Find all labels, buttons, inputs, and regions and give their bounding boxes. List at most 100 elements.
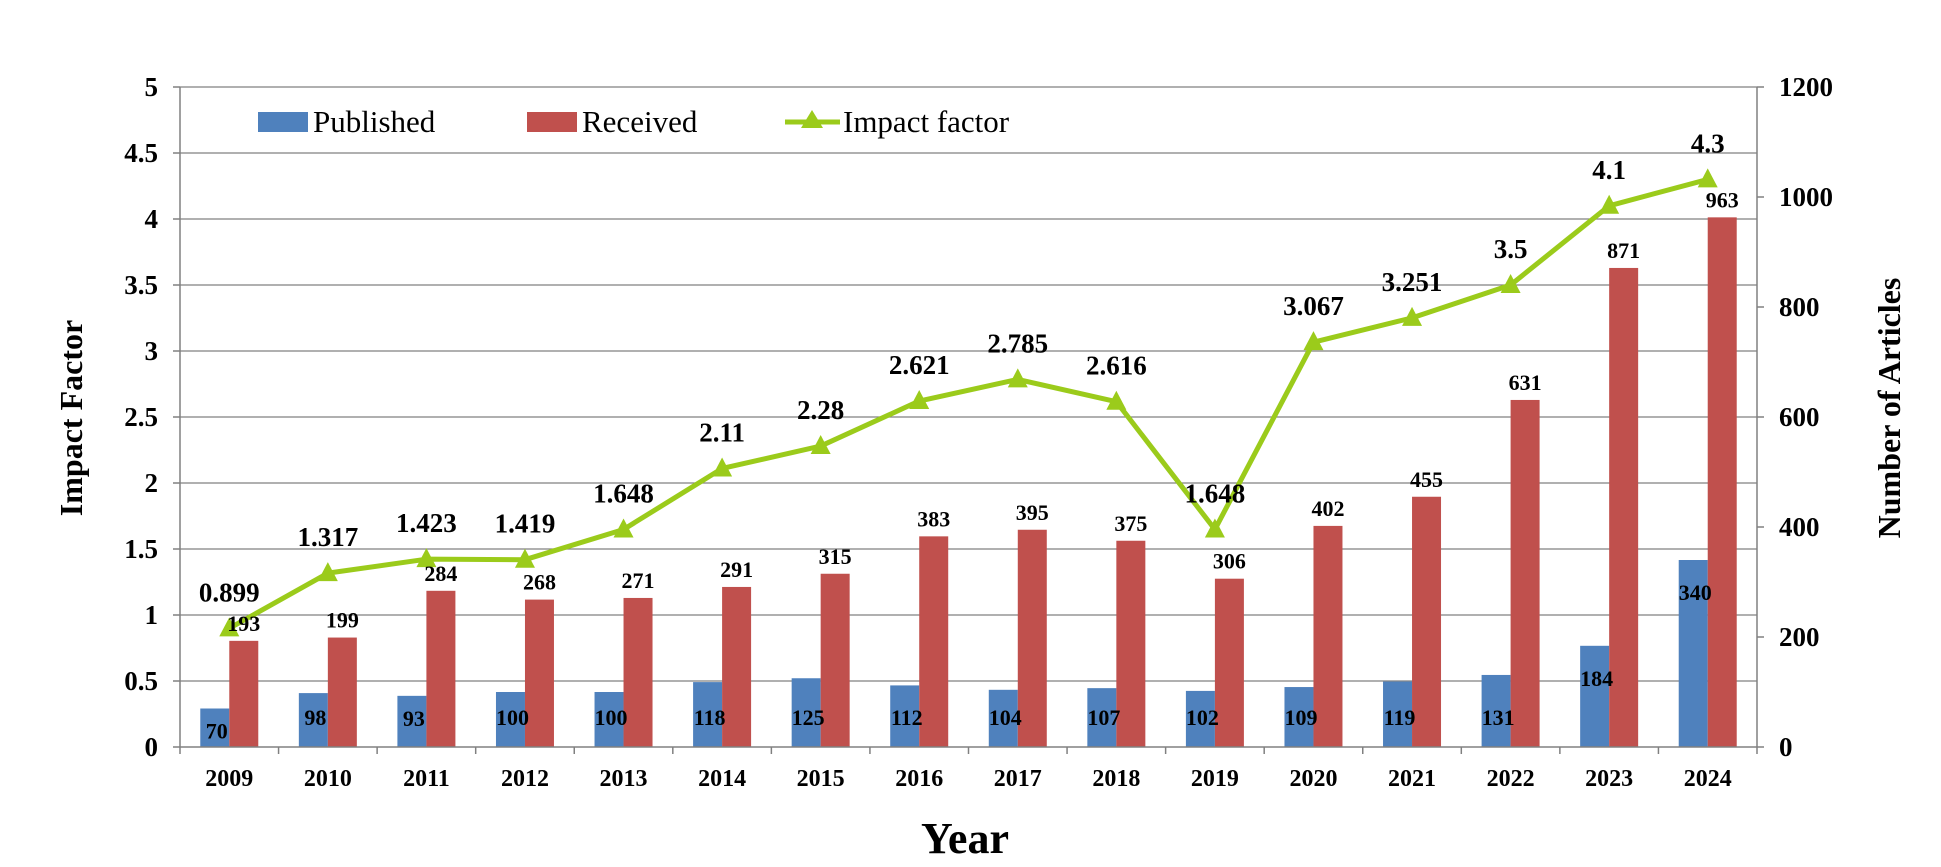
data-label-impact-factor: 2.621	[889, 350, 950, 380]
data-label-impact-factor: 4.3	[1691, 128, 1725, 158]
data-label-impact-factor: 4.1	[1592, 155, 1626, 185]
x-tick-label: 2018	[1092, 766, 1140, 792]
bar-received	[229, 640, 259, 747]
data-label-received: 375	[1114, 511, 1147, 536]
x-tick-label: 2023	[1585, 766, 1633, 792]
legend-label-impact-factor: Impact factor	[843, 104, 1010, 139]
y-left-tick-label: 4	[145, 204, 159, 234]
data-label-impact-factor: 1.648	[593, 478, 654, 508]
data-label-impact-factor: 3.067	[1283, 291, 1344, 321]
impact-factor-line	[219, 168, 1718, 637]
impact-factor-marker	[613, 518, 634, 538]
bar-received	[722, 586, 752, 747]
y-right-tick-label: 1000	[1779, 182, 1833, 212]
x-tick-label: 2010	[304, 766, 352, 792]
bar-published	[1580, 645, 1610, 747]
y-left-tick-label: 3.5	[124, 270, 158, 300]
bar-received	[1412, 496, 1442, 747]
legend-label-published: Published	[313, 104, 436, 139]
data-label-received: 271	[622, 568, 655, 593]
y-right-tick-label: 1200	[1779, 72, 1833, 102]
impact-factor-line-path	[228, 176, 1709, 631]
data-label-received: 402	[1311, 496, 1344, 521]
y-axis-right-title: Number of Articles	[1871, 278, 1907, 539]
impact-factor-marker	[1402, 306, 1423, 326]
impact-factor-marker	[219, 617, 240, 637]
data-label-impact-factor: 2.28	[797, 395, 844, 425]
data-label-impact-factor: 2.616	[1086, 351, 1147, 381]
x-tick-label: 2021	[1388, 766, 1436, 792]
impact-factor-marker	[712, 457, 733, 477]
x-tick-label: 2016	[895, 766, 943, 792]
data-label-received: 455	[1410, 467, 1443, 492]
bar-published	[1087, 688, 1117, 747]
legend-swatch-received	[527, 112, 577, 132]
y-axis-left-title: Impact Factor	[53, 320, 89, 516]
y-left-tick-label: 2.5	[124, 402, 158, 432]
data-label-impact-factor: 0.899	[199, 577, 260, 607]
data-label-published: 131	[1482, 705, 1515, 730]
data-label-impact-factor: 2.11	[699, 417, 745, 447]
data-label-received: 193	[227, 611, 260, 636]
impact-factor-marker	[514, 548, 535, 568]
data-label-received: 199	[326, 608, 359, 633]
bar-received	[623, 597, 653, 747]
legend-marker-impact-factor	[801, 110, 823, 128]
bar-published	[791, 678, 821, 747]
y-right-tick-label: 800	[1779, 292, 1820, 322]
data-label-received: 315	[819, 544, 852, 569]
data-label-published: 109	[1284, 705, 1317, 730]
data-label-impact-factor: 1.648	[1185, 478, 1246, 508]
bar-published	[1481, 674, 1511, 747]
impact-factor-marker	[1106, 390, 1127, 410]
bar-received	[1017, 529, 1047, 747]
legend-label-received: Received	[582, 104, 698, 139]
bar-received	[1609, 267, 1639, 747]
x-tick-label: 2020	[1289, 766, 1337, 792]
legend-swatch-published	[258, 112, 308, 132]
data-label-received: 871	[1607, 238, 1640, 263]
x-axis-title: Year	[921, 814, 1009, 863]
bar-received	[1116, 540, 1146, 747]
data-label-published: 340	[1679, 580, 1712, 605]
x-tick-label: 2024	[1684, 766, 1732, 792]
x-tick-label: 2022	[1487, 766, 1535, 792]
data-label-impact-factor: 2.785	[987, 328, 1048, 358]
bar-published	[200, 708, 230, 747]
bar-published	[1284, 687, 1314, 747]
legend: Published Received Impact factor	[258, 104, 1010, 139]
data-label-impact-factor: 1.423	[396, 508, 457, 538]
data-label-received: 284	[424, 561, 457, 586]
data-label-impact-factor: 3.5	[1494, 234, 1528, 264]
data-label-received: 383	[917, 506, 950, 531]
impact-factor-marker	[1007, 368, 1028, 388]
impact-factor-marker	[416, 548, 437, 568]
data-label-received: 268	[523, 570, 556, 595]
data-label-published: 70	[206, 719, 228, 744]
x-tick-label: 2012	[501, 766, 549, 792]
data-label-published: 104	[989, 705, 1022, 730]
x-tick-label: 2011	[403, 766, 450, 792]
bar-published	[988, 689, 1018, 747]
bar-received	[1707, 217, 1737, 748]
data-label-received: 306	[1213, 549, 1246, 574]
y-left-tick-label: 3	[145, 336, 159, 366]
impact-factor-marker	[1697, 168, 1718, 188]
bar-published	[1185, 690, 1215, 747]
bar-received	[1510, 399, 1540, 747]
impact-factor-marker	[1303, 331, 1324, 351]
y-right-tick-label: 0	[1779, 732, 1793, 762]
bar-published	[495, 692, 525, 747]
data-label-published: 100	[595, 705, 628, 730]
bar-published	[1383, 681, 1413, 747]
impact-factor-marker	[1599, 194, 1620, 214]
bar-received	[426, 590, 456, 747]
y-left-tick-label: 4.5	[124, 138, 158, 168]
bar-published	[397, 695, 427, 747]
x-tick-label: 2013	[600, 766, 648, 792]
data-label-published: 93	[403, 706, 425, 731]
bar-received	[1313, 525, 1343, 747]
data-label-published: 184	[1580, 666, 1613, 691]
data-label-published: 98	[304, 705, 326, 730]
